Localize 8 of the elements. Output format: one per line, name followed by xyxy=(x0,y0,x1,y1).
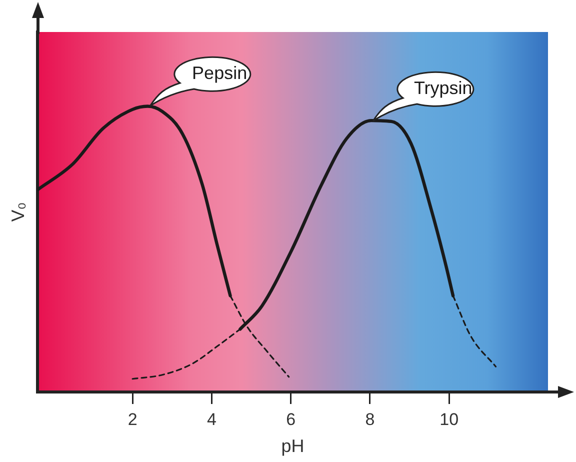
x-tick-label: 2 xyxy=(128,410,138,429)
x-tick-label: 6 xyxy=(286,410,296,429)
x-tick-label: 10 xyxy=(440,410,459,429)
x-tick-label: 8 xyxy=(365,410,375,429)
series-label: Trypsin xyxy=(412,78,474,99)
x-tick-label: 4 xyxy=(206,410,216,429)
x-axis-title: pH xyxy=(281,436,304,456)
y-axis-title: V₀ xyxy=(8,202,28,222)
